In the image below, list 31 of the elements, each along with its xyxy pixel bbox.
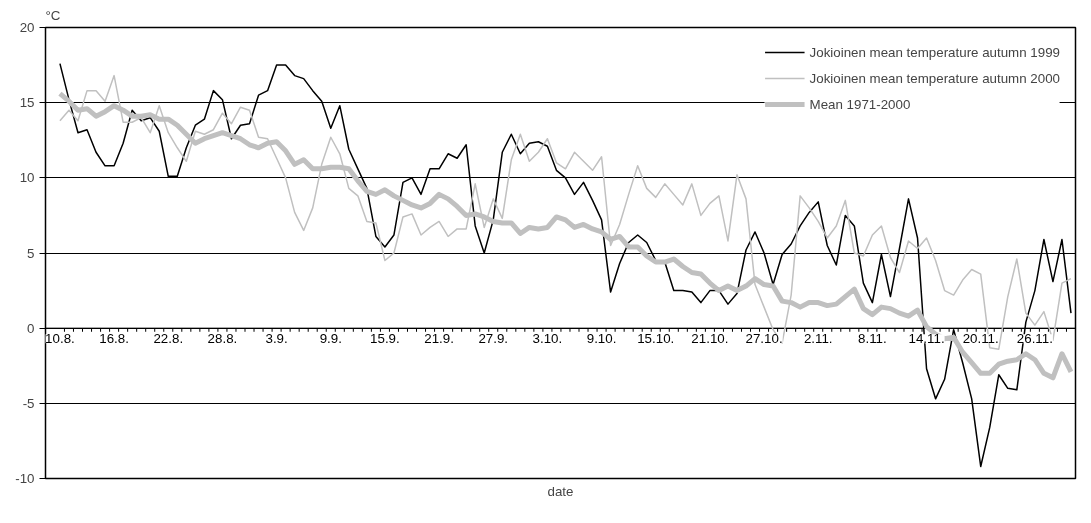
x-tick-label: 9.9.: [319, 331, 342, 347]
x-tick-label: 9.10.: [586, 331, 617, 347]
x-tick-label: 27.9.: [478, 331, 509, 347]
y-tick-label: 20: [19, 20, 35, 35]
x-tick-label: 14.11.: [908, 331, 945, 347]
legend-label: Mean 1971-2000: [809, 96, 911, 112]
x-tick-label: 15.9.: [370, 331, 400, 347]
x-tick-label: 20.11.: [962, 331, 999, 347]
x-tick-label: 21.9.: [424, 331, 454, 347]
y-tick-label: 10: [19, 170, 35, 186]
y-tick-label: -10: [15, 471, 35, 486]
y-axis-title: °C: [45, 7, 61, 23]
x-tick-label: 3.9.: [265, 331, 288, 347]
x-tick-label: 10.8.: [45, 331, 75, 347]
x-tick-label: 2.11.: [803, 331, 833, 347]
x-tick-label: 28.8.: [207, 331, 238, 347]
x-tick-label: 8.11.: [858, 331, 887, 347]
y-tick-label: -5: [22, 395, 35, 411]
x-tick-label: 26.11.: [1016, 331, 1053, 347]
y-tick-label: 15: [19, 95, 35, 111]
x-tick-label: 22.8.: [153, 331, 184, 347]
y-tick-label: 0: [27, 320, 35, 336]
x-tick-label: 16.8.: [99, 331, 129, 347]
legend-label: Jokioinen mean temperature autumn 2000: [809, 70, 1060, 86]
y-tick-label: 5: [27, 245, 35, 261]
x-tick-label: 21.10.: [691, 331, 729, 347]
x-tick-label: 27.10.: [745, 331, 783, 347]
x-tick-label: 3.10.: [532, 331, 563, 347]
x-tick-label: 15.10.: [637, 331, 675, 347]
legend-label: Jokioinen mean temperature autumn 1999: [809, 44, 1060, 60]
x-axis-title: date: [547, 483, 574, 499]
